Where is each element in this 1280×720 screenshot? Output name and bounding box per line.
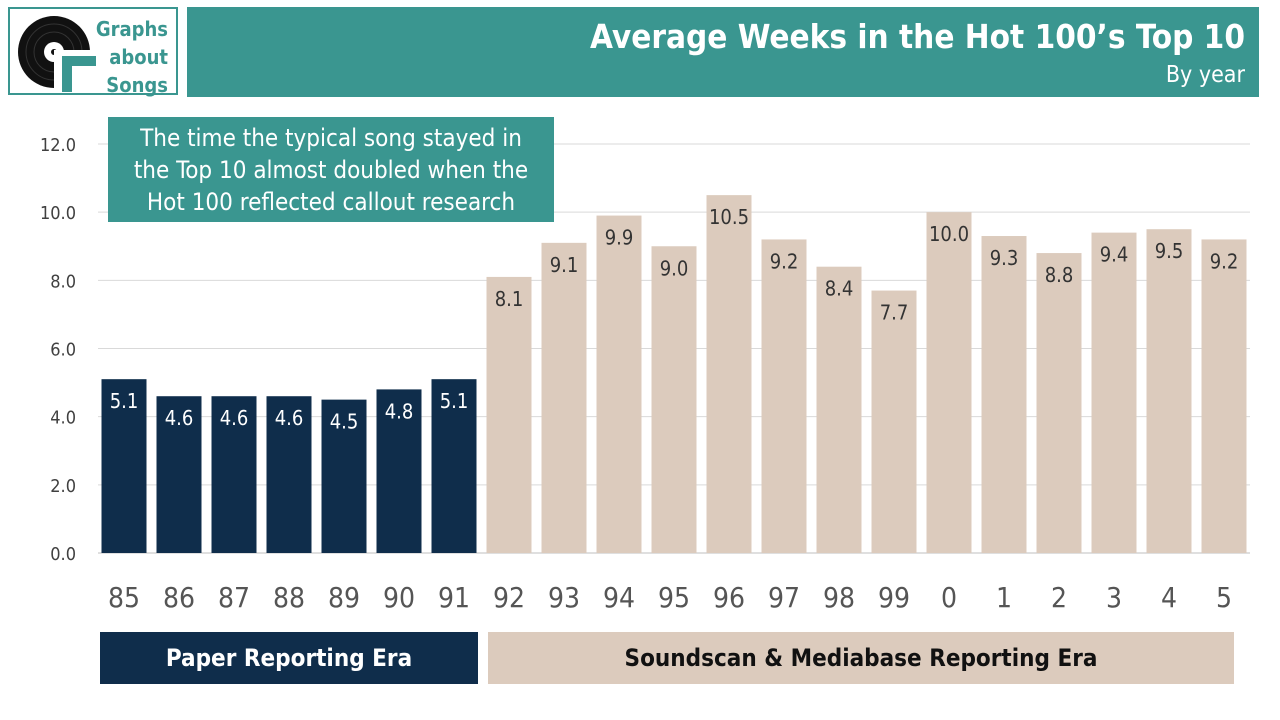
bar bbox=[1146, 229, 1192, 554]
bar bbox=[266, 396, 312, 553]
x-tick-label: 88 bbox=[273, 581, 305, 614]
bar bbox=[541, 242, 587, 553]
bar bbox=[871, 290, 917, 553]
bar bbox=[816, 266, 862, 553]
bar bbox=[486, 276, 532, 553]
data-label: 4.6 bbox=[165, 406, 194, 430]
data-label: 5.1 bbox=[110, 389, 139, 413]
bar bbox=[321, 399, 367, 553]
x-tick-label: 99 bbox=[878, 581, 910, 614]
bar bbox=[1091, 232, 1137, 553]
callout-line: The time the typical song stayed in bbox=[140, 124, 522, 152]
x-tick-label: 97 bbox=[768, 581, 800, 614]
bar bbox=[761, 239, 807, 553]
data-label: 4.8 bbox=[385, 399, 414, 423]
logo-line: Songs bbox=[106, 73, 168, 97]
y-tick-label: 8.0 bbox=[50, 271, 76, 292]
x-tick-label: 89 bbox=[328, 581, 360, 614]
data-label: 4.6 bbox=[275, 406, 304, 430]
data-label: 10.5 bbox=[709, 205, 749, 229]
logo: Graphs about Songs bbox=[8, 7, 178, 97]
bar bbox=[156, 396, 202, 553]
y-tick-label: 12.0 bbox=[40, 135, 76, 156]
y-tick-label: 0.0 bbox=[50, 544, 76, 565]
data-label: 9.2 bbox=[1210, 249, 1239, 273]
x-tick-label: 96 bbox=[713, 581, 745, 614]
x-tick-label: 95 bbox=[658, 581, 690, 614]
logo-line: about bbox=[109, 45, 168, 69]
bar bbox=[651, 246, 697, 553]
page-title: Average Weeks in the Hot 100’s Top 10 bbox=[590, 17, 1245, 56]
bar bbox=[101, 379, 147, 553]
x-tick-label: 93 bbox=[548, 581, 580, 614]
data-label: 4.6 bbox=[220, 406, 249, 430]
x-tick-label: 3 bbox=[1106, 581, 1122, 614]
x-tick-label: 91 bbox=[438, 581, 470, 614]
data-label: 7.7 bbox=[880, 301, 909, 325]
x-tick-label: 87 bbox=[218, 581, 250, 614]
bar bbox=[1036, 253, 1082, 554]
y-tick-label: 4.0 bbox=[50, 408, 76, 429]
bar bbox=[376, 389, 422, 553]
y-tick-label: 2.0 bbox=[50, 476, 76, 497]
data-label: 9.4 bbox=[1100, 243, 1129, 267]
x-tick-label: 5 bbox=[1216, 581, 1232, 614]
bar bbox=[1201, 239, 1247, 553]
vinyl-record-icon bbox=[18, 16, 96, 92]
x-tick-label: 1 bbox=[996, 581, 1012, 614]
bar bbox=[596, 215, 642, 553]
x-tick-label: 92 bbox=[493, 581, 525, 614]
data-label: 9.9 bbox=[605, 226, 634, 250]
x-tick-label: 85 bbox=[108, 581, 140, 614]
y-tick-label: 6.0 bbox=[50, 340, 76, 361]
data-label: 9.0 bbox=[660, 256, 689, 280]
era-label-paper: Paper Reporting Era bbox=[100, 632, 478, 684]
logo-line: Graphs bbox=[95, 17, 168, 41]
page-subtitle: By year bbox=[1165, 62, 1245, 88]
callout-line: the Top 10 almost doubled when the bbox=[133, 156, 529, 184]
data-label: 10.0 bbox=[929, 222, 969, 246]
x-tick-label: 2 bbox=[1051, 581, 1067, 614]
data-label: 5.1 bbox=[440, 389, 469, 413]
callout-box: The time the typical song stayed in the … bbox=[108, 117, 554, 222]
x-tick-label: 86 bbox=[163, 581, 195, 614]
bar bbox=[211, 396, 257, 553]
data-label: 9.5 bbox=[1155, 239, 1184, 263]
logo-text: Graphs about Songs bbox=[96, 15, 168, 99]
x-tick-label: 4 bbox=[1161, 581, 1177, 614]
data-label: 4.5 bbox=[330, 410, 359, 434]
bar bbox=[706, 195, 752, 553]
data-label: 8.4 bbox=[825, 277, 854, 301]
x-tick-label: 90 bbox=[383, 581, 415, 614]
data-label: 8.1 bbox=[495, 287, 524, 311]
x-tick-label: 94 bbox=[603, 581, 635, 614]
data-label: 9.1 bbox=[550, 253, 579, 277]
y-tick-label: 10.0 bbox=[40, 203, 76, 224]
x-tick-label: 0 bbox=[941, 581, 957, 614]
data-label: 9.2 bbox=[770, 249, 799, 273]
data-label: 9.3 bbox=[990, 246, 1019, 270]
header-banner: Average Weeks in the Hot 100’s Top 10 By… bbox=[187, 7, 1259, 97]
data-label: 8.8 bbox=[1045, 263, 1074, 287]
era-label-soundscan: Soundscan & Mediabase Reporting Era bbox=[488, 632, 1234, 684]
x-tick-label: 98 bbox=[823, 581, 855, 614]
bar bbox=[926, 212, 972, 553]
bar bbox=[981, 236, 1027, 553]
callout-line: Hot 100 reflected callout research bbox=[146, 188, 516, 216]
bar bbox=[431, 379, 477, 553]
